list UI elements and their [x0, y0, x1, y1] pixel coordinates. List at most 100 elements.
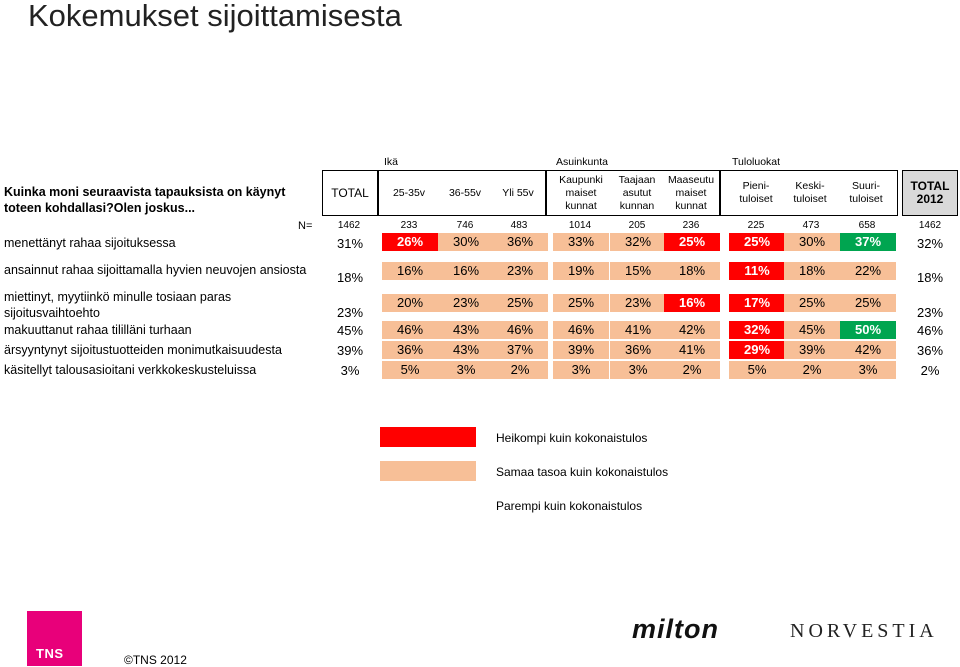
- n-label: N=: [298, 220, 313, 232]
- value-cell: 43%: [438, 321, 494, 339]
- total-cell: 31%: [336, 236, 364, 251]
- legend-swatch-worse: [380, 427, 476, 447]
- value-cell: 42%: [664, 321, 720, 339]
- total2012-cell: 46%: [916, 323, 944, 338]
- n-value: 658: [858, 220, 876, 231]
- n-value: 483: [510, 220, 528, 231]
- total-cell: 39%: [336, 343, 364, 358]
- n-value: 1462: [337, 220, 361, 231]
- value-cell: 5%: [729, 361, 785, 379]
- total2012-cell: 2%: [920, 363, 940, 378]
- value-cell: 25%: [664, 233, 720, 251]
- header-box-residence: [546, 170, 720, 216]
- value-cell: 18%: [784, 262, 840, 280]
- header-box-total: [322, 170, 378, 216]
- legend-swatch-better: [380, 495, 476, 515]
- value-cell: 16%: [382, 262, 438, 280]
- value-cell: 41%: [610, 321, 666, 339]
- value-cell: 42%: [840, 341, 896, 359]
- n-value: 1462: [918, 220, 942, 231]
- value-cell: 36%: [492, 233, 548, 251]
- value-cell: 25%: [553, 294, 609, 312]
- group-label-income: Tuloluokat: [732, 156, 781, 168]
- value-cell: 45%: [784, 321, 840, 339]
- value-cell: 43%: [438, 341, 494, 359]
- value-cell: 41%: [664, 341, 720, 359]
- copyright-text: ©TNS 2012: [124, 653, 187, 667]
- group-label-age: Ikä: [384, 156, 399, 168]
- milton-logo: milton: [632, 614, 719, 644]
- col-maaseutu: Maaseutu maiset kunnat: [664, 171, 718, 215]
- value-cell: 37%: [492, 341, 548, 359]
- col-pieni: Pieni- tuloiset: [730, 176, 782, 210]
- tns-logo-text: TNS: [36, 646, 64, 661]
- value-cell: 3%: [840, 361, 896, 379]
- norvestia-logo: NORVESTIA: [790, 620, 938, 642]
- row-label: miettinyt, myytiinkö minulle tosiaan par…: [4, 290, 232, 320]
- col-yli55: Yli 55v: [494, 174, 542, 212]
- value-cell: 17%: [729, 294, 785, 312]
- group-label-residence: Asuinkunta: [556, 156, 608, 168]
- header-box-age: [378, 170, 546, 216]
- total-cell: 45%: [336, 323, 364, 338]
- legend-label-same: Samaa tasoa kuin kokonaistulos: [496, 465, 669, 479]
- value-cell: 30%: [438, 233, 494, 251]
- row-label: ansainnut rahaa sijoittamalla hyvien neu…: [4, 263, 307, 277]
- n-value: 205: [628, 220, 646, 231]
- value-cell: 29%: [729, 341, 785, 359]
- value-cell: 32%: [610, 233, 666, 251]
- n-value: 746: [456, 220, 474, 231]
- value-cell: 20%: [382, 294, 438, 312]
- total-cell: 3%: [340, 363, 360, 378]
- col-36-55: 36-55v: [440, 174, 490, 212]
- value-cell: 3%: [553, 361, 609, 379]
- col-kaupunki: Kaupunki maiset kunnat: [554, 171, 608, 215]
- total-cell: 23%: [336, 305, 364, 320]
- total2012-cell: 32%: [916, 236, 944, 251]
- value-cell: 2%: [664, 361, 720, 379]
- value-cell: 16%: [664, 294, 720, 312]
- value-cell: 25%: [492, 294, 548, 312]
- total-cell: 18%: [336, 270, 364, 285]
- value-cell: 46%: [382, 321, 438, 339]
- col-total2012: TOTAL 2012: [903, 171, 957, 215]
- value-cell: 32%: [729, 321, 785, 339]
- col-keski: Keski- tuloiset: [784, 176, 836, 210]
- value-cell: 22%: [840, 262, 896, 280]
- row-label: käsitellyt talousasioitani verkkokeskust…: [4, 363, 257, 377]
- value-cell: 37%: [840, 233, 896, 251]
- header-box-income: [720, 170, 898, 216]
- n-value: 473: [802, 220, 820, 231]
- value-cell: 50%: [840, 321, 896, 339]
- total2012-cell: 36%: [916, 343, 944, 358]
- value-cell: 23%: [438, 294, 494, 312]
- total2012-cell: 18%: [916, 270, 944, 285]
- value-cell: 25%: [784, 294, 840, 312]
- value-cell: 23%: [610, 294, 666, 312]
- value-cell: 16%: [438, 262, 494, 280]
- n-value: 233: [400, 220, 418, 231]
- row-label: makuuttanut rahaa tililläni turhaan: [4, 323, 192, 337]
- value-cell: 3%: [438, 361, 494, 379]
- value-cell: 25%: [729, 233, 785, 251]
- n-value: 236: [682, 220, 700, 231]
- total2012-cell: 23%: [916, 305, 944, 320]
- legend-label-better: Parempi kuin kokonaistulos: [496, 499, 643, 513]
- n-value: 1014: [568, 220, 592, 231]
- value-cell: 46%: [553, 321, 609, 339]
- value-cell: 30%: [784, 233, 840, 251]
- value-cell: 36%: [382, 341, 438, 359]
- value-cell: 15%: [610, 262, 666, 280]
- value-cell: 39%: [553, 341, 609, 359]
- n-value: 225: [747, 220, 765, 231]
- value-cell: 25%: [840, 294, 896, 312]
- col-suuri: Suuri- tuloiset: [840, 176, 892, 210]
- value-cell: 5%: [382, 361, 438, 379]
- value-cell: 23%: [492, 262, 548, 280]
- header-box-total2012: [902, 170, 958, 216]
- page-title: Kokemukset sijoittamisesta: [28, 0, 402, 33]
- question-text: Kuinka moni seuraavista tapauksista on k…: [4, 185, 286, 215]
- row-label: ärsyyntynyt sijoitustuotteiden monimutka…: [4, 343, 282, 357]
- value-cell: 2%: [784, 361, 840, 379]
- value-cell: 26%: [382, 233, 438, 251]
